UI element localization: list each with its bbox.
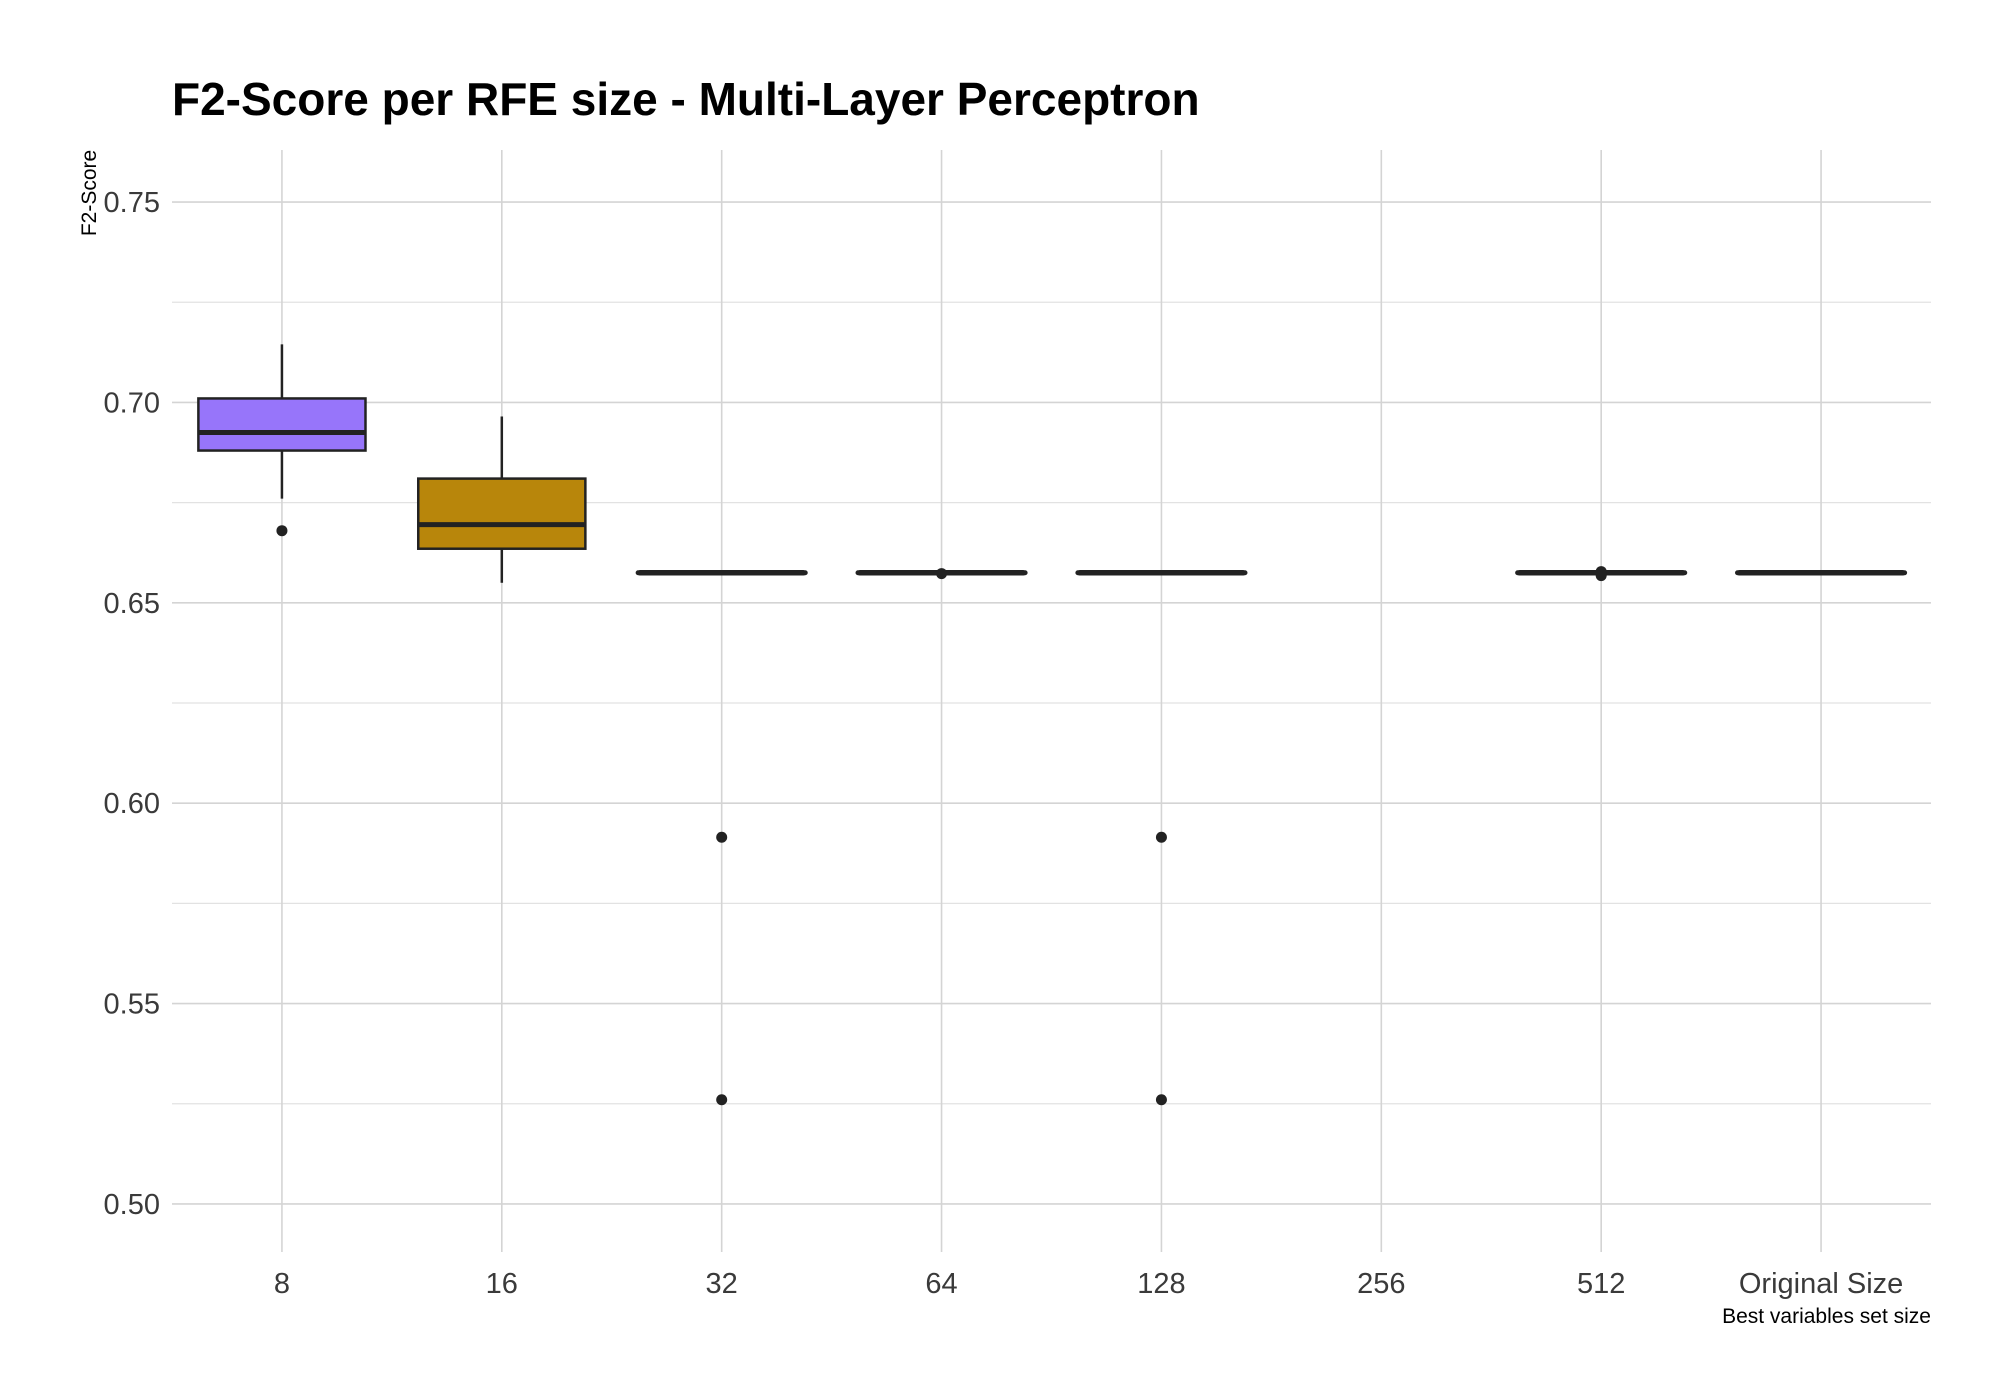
box-body (197, 397, 367, 452)
box-layer (197, 344, 1908, 1106)
x-tick-label: 512 (1577, 1268, 1625, 1300)
outlier-point (276, 525, 288, 537)
outlier-point (936, 568, 948, 580)
y-tick-label: 0.70 (104, 387, 160, 419)
x-tick-label: 256 (1357, 1268, 1405, 1300)
x-axis-title: Best variables set size (1722, 1305, 1931, 1328)
chart-title: F2-Score per RFE size - Multi-Layer Perc… (172, 73, 1200, 125)
box-group (1735, 570, 1908, 576)
box-body (417, 477, 587, 550)
x-tick-label: Original Size (1739, 1268, 1903, 1300)
outlier-point (1155, 1094, 1167, 1106)
y-axis-title: F2-Score (78, 150, 101, 236)
label-layer: 0.50 0.55 0.60 0.65 0.70 0.75 8 16 32 64 128 256 512… (104, 187, 1904, 1300)
outlier-point (716, 831, 728, 843)
y-tick-label: 0.75 (104, 187, 160, 219)
grid-layer (172, 150, 1931, 1252)
box-group (197, 344, 367, 537)
y-tick-label: 0.50 (104, 1189, 160, 1221)
outlier-point (1595, 570, 1607, 582)
x-tick-label: 16 (486, 1268, 518, 1300)
box-group (417, 416, 587, 583)
outlier-point (1155, 831, 1167, 843)
box-group (1075, 570, 1248, 1106)
y-tick-label: 0.55 (104, 989, 160, 1021)
box-group (635, 570, 808, 1106)
x-tick-label: 64 (925, 1268, 957, 1300)
x-tick-label: 128 (1137, 1268, 1185, 1300)
y-tick-label: 0.60 (104, 788, 160, 820)
box-group (855, 568, 1028, 580)
x-tick-label: 32 (706, 1268, 738, 1300)
box-group (1515, 566, 1688, 582)
x-tick-label: 8 (274, 1268, 290, 1300)
outlier-point (716, 1094, 728, 1106)
y-tick-label: 0.65 (104, 588, 160, 620)
